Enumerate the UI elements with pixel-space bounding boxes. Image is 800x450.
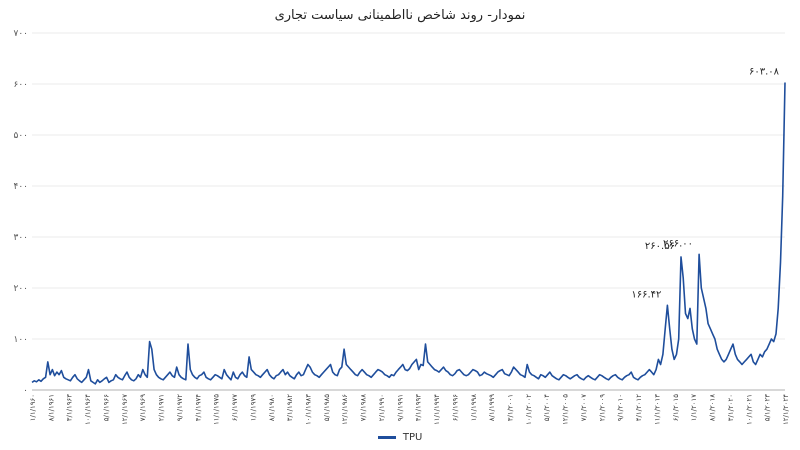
svg-text:۸/۱/۱۹۸۰: ۸/۱/۱۹۸۰ [268,394,276,421]
svg-text:۱۲/۱/۲۰۰۵: ۱۲/۱/۲۰۰۵ [562,394,570,425]
svg-text:۱/۱/۱۹۹۸: ۱/۱/۱۹۹۸ [470,394,478,422]
svg-text:۸/۱/۱۹۶۱: ۸/۱/۱۹۶۱ [47,394,55,421]
svg-text:۱۲/۱/۲۰۲۴: ۱۲/۱/۲۰۲۴ [782,394,790,425]
svg-text:۲/۱/۱۹۹۰: ۲/۱/۱۹۹۰ [378,394,386,421]
svg-text:۱۰/۱/۱۹۶۴: ۱۰/۱/۱۹۶۴ [84,394,92,425]
legend-swatch [377,435,396,439]
svg-text:۱۱/۱/۲۰۱۳: ۱۱/۱/۲۰۱۳ [653,394,661,425]
legend: TPU [0,432,800,443]
svg-text:۸/۱/۱۹۹۹: ۸/۱/۱۹۹۹ [488,394,496,422]
svg-text:۳/۱/۱۹۶۳: ۳/۱/۱۹۶۳ [66,394,74,422]
svg-text:۸/۱/۲۰۱۸: ۸/۱/۲۰۱۸ [709,394,717,422]
svg-text:۱۰/۱/۱۹۸۳: ۱۰/۱/۱۹۸۳ [304,394,312,425]
svg-text:۴۰۰: ۴۰۰ [13,182,28,192]
svg-text:۱/۱/۲۰۱۷: ۱/۱/۲۰۱۷ [690,394,698,422]
gridlines [32,32,785,391]
svg-text:۵/۱/۱۹۸۵: ۵/۱/۱۹۸۵ [323,394,331,422]
tpu-series-line [31,82,786,385]
svg-text:۱۰/۱/۲۰۲۱: ۱۰/۱/۲۰۲۱ [745,394,753,425]
svg-text:۵/۱/۱۹۶۶: ۵/۱/۱۹۶۶ [102,394,110,422]
svg-text:۹/۱/۱۹۹۱: ۹/۱/۱۹۹۱ [396,394,404,421]
svg-text:۳/۱/۲۰۰۱: ۳/۱/۲۰۰۱ [507,394,515,421]
svg-text:۱۲/۱/۱۹۶۷: ۱۲/۱/۱۹۶۷ [121,394,129,425]
svg-text:۲۶۶.۰۰: ۲۶۶.۰۰ [663,238,693,249]
legend-label: TPU [402,432,423,443]
svg-text:۷/۱/۱۹۸۸: ۷/۱/۱۹۸۸ [360,394,368,422]
svg-text:۴/۱/۱۹۹۳: ۴/۱/۱۹۹۳ [415,394,423,422]
svg-text:۶/۱/۲۰۱۵: ۶/۱/۲۰۱۵ [672,394,680,422]
svg-text:۱۰۰: ۱۰۰ [13,335,28,345]
svg-text:۰: ۰ [23,386,28,396]
svg-text:۹/۱/۱۹۷۲: ۹/۱/۱۹۷۲ [176,394,184,422]
chart-title: نمودار- روند شاخص نااطمینانی سیاست تجاری [274,8,526,23]
svg-text:۷/۱/۲۰۰۷: ۷/۱/۲۰۰۷ [580,394,588,422]
svg-text:۱۰/۱/۲۰۰۲: ۱۰/۱/۲۰۰۲ [525,394,533,425]
svg-text:۳۰۰: ۳۰۰ [13,233,28,243]
svg-text:۱۱/۱/۱۹۷۵: ۱۱/۱/۱۹۷۵ [213,394,221,425]
y-axis-ticks: ۰ ۱۰۰ ۲۰۰ ۳۰۰ ۴۰۰ ۵۰۰ ۶۰۰ ۷۰۰ [13,29,28,396]
svg-text:۱۲/۱/۱۹۸۶: ۱۲/۱/۱۹۸۶ [341,394,349,425]
svg-text:۶۰۰: ۶۰۰ [13,80,28,90]
svg-text:۶/۱/۱۹۷۷: ۶/۱/۱۹۷۷ [231,394,239,422]
svg-text:۲۰۰: ۲۰۰ [13,284,28,294]
svg-text:۱/۱/۱۹۶۰: ۱/۱/۱۹۶۰ [29,394,37,421]
x-axis-ticks: ۱/۱/۱۹۶۰ ۸/۱/۱۹۶۱ ۳/۱/۱۹۶۳ ۱۰/۱/۱۹۶۴ ۵/۱/۱۹۶… [29,394,790,425]
svg-text:۶۰۳.۰۸: ۶۰۳.۰۸ [749,66,780,77]
svg-text:۷/۱/۱۹۶۹: ۷/۱/۱۹۶۹ [139,394,147,422]
svg-text:۴/۱/۱۹۷۴: ۴/۱/۱۹۷۴ [194,394,202,422]
svg-text:۲/۱/۱۹۷۱: ۲/۱/۱۹۷۱ [158,394,166,421]
svg-text:۶/۱/۱۹۹۶: ۶/۱/۱۹۹۶ [451,394,459,422]
svg-text:۱۶۶.۴۲: ۱۶۶.۴۲ [631,289,661,300]
svg-text:۲/۱/۲۰۰۹: ۲/۱/۲۰۰۹ [598,394,606,422]
svg-text:۷۰۰: ۷۰۰ [13,29,28,39]
svg-text:۹/۱/۲۰۱۰: ۹/۱/۲۰۱۰ [617,394,625,421]
svg-text:۲۶۰.۵۶: ۲۶۰.۵۶ [645,241,675,252]
svg-text:۴/۱/۲۰۱۲: ۴/۱/۲۰۱۲ [635,394,643,422]
svg-text:۳/۱/۱۹۸۲: ۳/۱/۱۹۸۲ [286,394,294,422]
svg-text:۳/۱/۲۰۲۰: ۳/۱/۲۰۲۰ [727,394,735,421]
svg-text:۱۱/۱/۱۹۹۴: ۱۱/۱/۱۹۹۴ [433,394,441,425]
svg-text:۵/۱/۲۰۰۴: ۵/۱/۲۰۰۴ [543,394,551,422]
svg-text:۵۰۰: ۵۰۰ [13,131,28,141]
svg-text:۱/۱/۱۹۷۹: ۱/۱/۱۹۷۹ [249,394,257,422]
svg-text:۵/۱/۲۰۲۳: ۵/۱/۲۰۲۳ [764,394,772,422]
